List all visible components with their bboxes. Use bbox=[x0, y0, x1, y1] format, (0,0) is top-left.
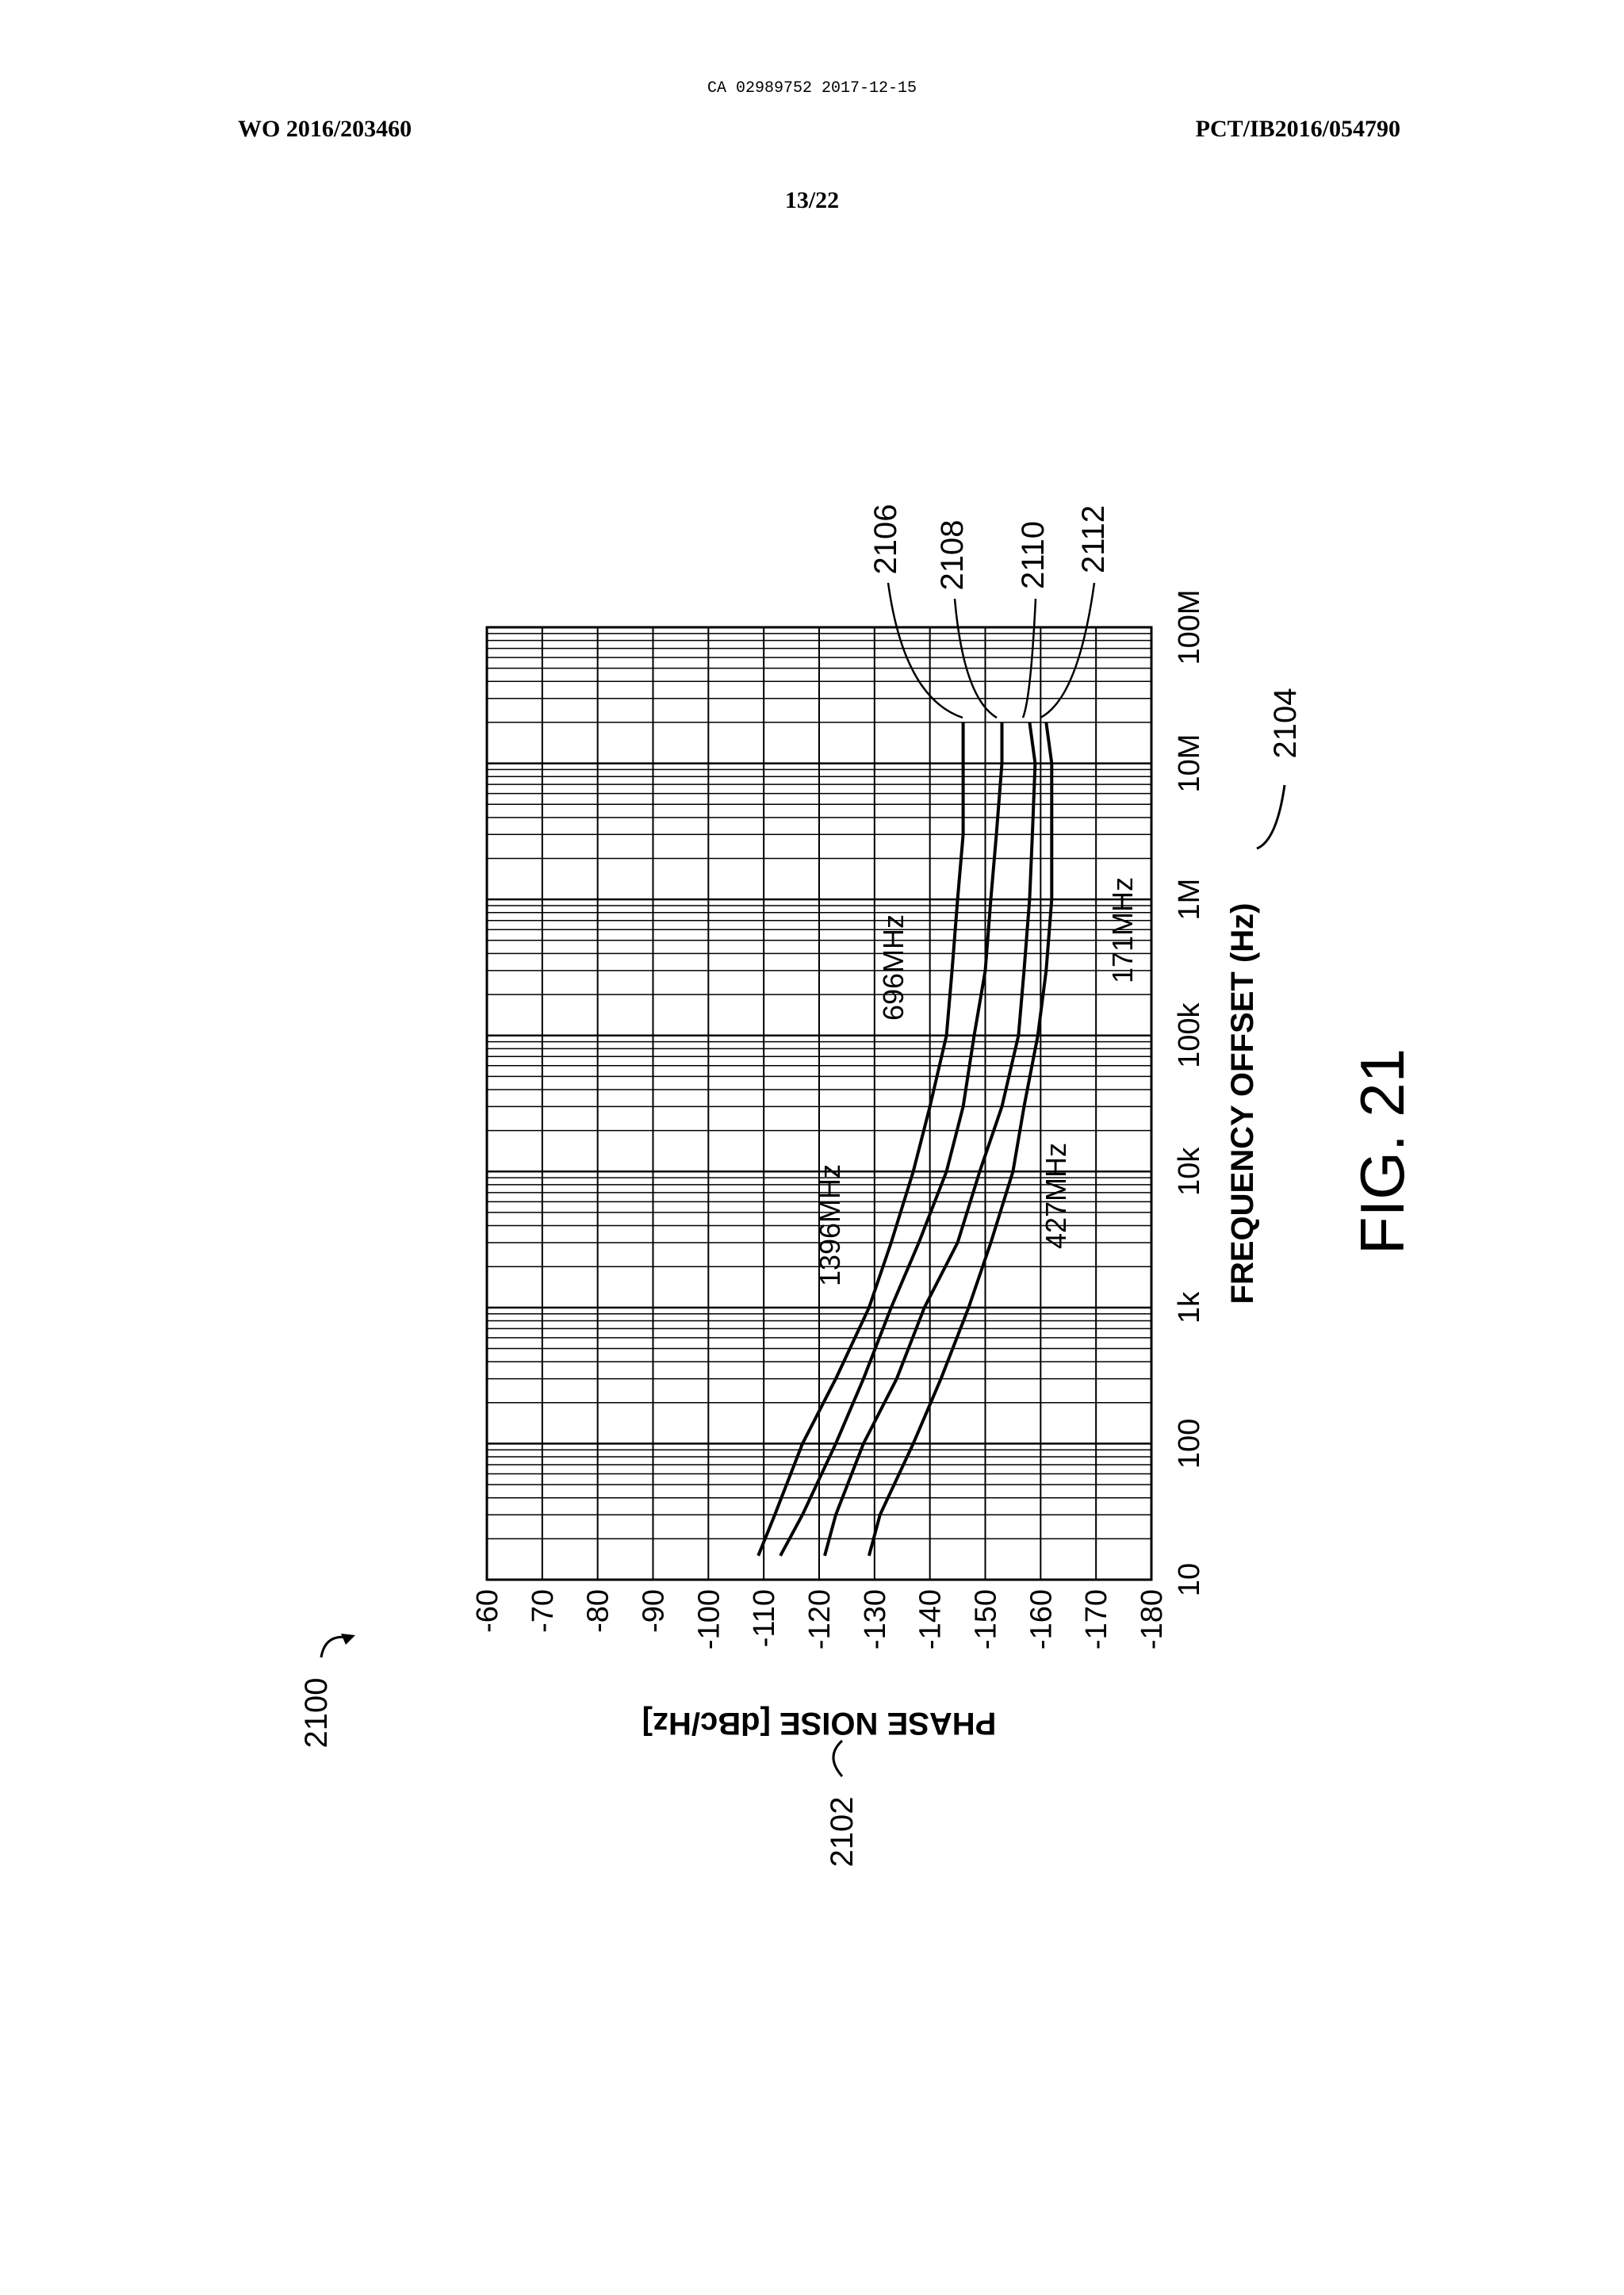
x-tick-label: 10k bbox=[1173, 1147, 1206, 1196]
application-number: PCT/IB2016/054790 bbox=[1196, 116, 1400, 142]
y-tick-label: -130 bbox=[859, 1589, 892, 1649]
sheet-number: 13/22 bbox=[785, 187, 839, 213]
y-tick-label: -90 bbox=[638, 1589, 671, 1633]
x-label-ref: 2104 bbox=[1268, 688, 1303, 759]
publication-number: WO 2016/203460 bbox=[238, 116, 412, 142]
y-tick-label: -80 bbox=[582, 1589, 615, 1633]
series-line bbox=[779, 722, 1004, 1557]
y-axis-label: PHASE NOISE [dBc/Hz] bbox=[642, 1706, 997, 1741]
y-tick-label: -60 bbox=[471, 1589, 504, 1633]
y-label-ref: 2102 bbox=[825, 1797, 860, 1868]
y-tick-label: -140 bbox=[914, 1589, 948, 1649]
series-line bbox=[823, 722, 1037, 1557]
y-tick-label: -160 bbox=[1025, 1589, 1058, 1649]
x-tick-label: 100k bbox=[1173, 1002, 1206, 1068]
leader-line bbox=[832, 1739, 844, 1777]
chart: -60 -70 -80 -90 -100 -110 -120 -130 -140 -150 -160… bbox=[471, 589, 1260, 1741]
series-label: 427MHz bbox=[1040, 1143, 1072, 1249]
ref-arrowhead bbox=[341, 1634, 355, 1645]
leader-line bbox=[887, 582, 963, 719]
x-tick-label: 1k bbox=[1173, 1291, 1206, 1324]
series-label: 171MHz bbox=[1106, 877, 1139, 983]
y-tick-label: -110 bbox=[748, 1589, 781, 1647]
series-ref: 2110 bbox=[1016, 521, 1051, 589]
x-tick-label: 10M bbox=[1173, 734, 1206, 793]
series-ref: 2108 bbox=[935, 520, 970, 591]
leader-line bbox=[1021, 598, 1037, 718]
y-tick-label: -170 bbox=[1080, 1589, 1113, 1649]
leader-line bbox=[1040, 582, 1096, 719]
series-ref: 2112 bbox=[1076, 505, 1111, 573]
x-tick-label: 1M bbox=[1173, 879, 1206, 921]
figure-ref: 2100 bbox=[299, 1678, 334, 1749]
x-axis-label: FREQUENCY OFFSET (Hz) bbox=[1225, 903, 1260, 1305]
series-label: 696MHz bbox=[877, 914, 910, 1021]
x-tick-label: 100 bbox=[1173, 1419, 1206, 1469]
series-ref: 2106 bbox=[868, 504, 903, 575]
y-tick-label: -100 bbox=[692, 1589, 726, 1649]
series-label: 1396MHz bbox=[814, 1164, 846, 1286]
x-tick-label: 10 bbox=[1173, 1563, 1206, 1596]
leader-line bbox=[953, 598, 998, 719]
series-line bbox=[756, 722, 965, 1557]
series-line bbox=[867, 722, 1054, 1557]
figure-label: FIG. 21 bbox=[1347, 1048, 1417, 1255]
y-tick-label: -180 bbox=[1136, 1589, 1169, 1649]
stamp: CA 02989752 2017-12-15 bbox=[707, 79, 917, 98]
y-tick-label: -70 bbox=[527, 1589, 560, 1633]
x-tick-label: 100M bbox=[1173, 589, 1206, 665]
leader-line bbox=[1256, 784, 1286, 850]
y-tick-label: -150 bbox=[970, 1589, 1003, 1649]
plot-frame bbox=[485, 626, 1153, 1581]
y-tick-label: -120 bbox=[803, 1589, 837, 1649]
